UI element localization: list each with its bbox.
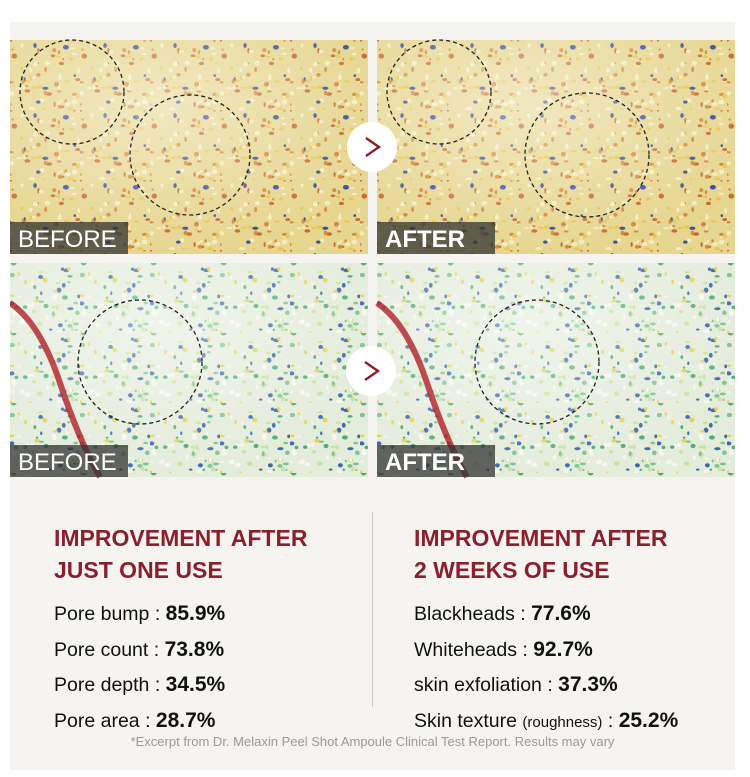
result-item: Pore depth : 34.5% bbox=[54, 667, 374, 703]
label-bg bbox=[377, 222, 495, 254]
result-label: Pore count bbox=[54, 638, 149, 661]
result-label: Pore bump bbox=[54, 603, 150, 625]
result-item: Skin texture (roughness) : 25.2% bbox=[414, 703, 734, 739]
panel-label: BEFORE bbox=[18, 226, 117, 253]
text-column: IMPROVEMENT AFTER 2 WEEKS OF USE Blackhead… bbox=[414, 522, 734, 738]
skin-image: AFTER bbox=[375, 263, 735, 479]
skin-image: BEFORE bbox=[10, 39, 368, 254]
result-label: Whiteheads bbox=[414, 638, 517, 661]
result-value: 25.2% bbox=[618, 708, 679, 732]
heading-line: IMPROVEMENT AFTER bbox=[414, 525, 668, 551]
result-note: (roughness) bbox=[522, 713, 603, 731]
label-bg bbox=[10, 222, 128, 254]
heading-line: 2 WEEKS OF USE bbox=[414, 557, 610, 583]
heading-line: IMPROVEMENT AFTER bbox=[54, 525, 308, 551]
result-label: Pore area bbox=[54, 709, 140, 732]
arrow-icon bbox=[346, 346, 396, 396]
result-label: skin exfoliation bbox=[414, 674, 542, 696]
panel-label: BEFORE bbox=[18, 449, 117, 476]
separator: : bbox=[145, 709, 151, 732]
separator: : bbox=[153, 638, 160, 661]
result-label: Skin texture bbox=[414, 709, 517, 732]
result-value: 28.7% bbox=[155, 708, 216, 732]
separator: : bbox=[547, 674, 553, 696]
result-value: 85.9% bbox=[165, 602, 226, 625]
separator: : bbox=[520, 603, 526, 625]
divider bbox=[372, 512, 373, 707]
panel-label: AFTER bbox=[385, 449, 465, 476]
result-value: 77.6% bbox=[531, 602, 591, 625]
heading-line: JUST ONE USE bbox=[54, 557, 223, 583]
result-item: Blackheads : 77.6% bbox=[414, 596, 734, 632]
separator: : bbox=[522, 638, 528, 661]
skin-image: AFTER bbox=[377, 39, 735, 254]
footnote: *Excerpt from Dr. Melaxin Peel Shot Ampo… bbox=[130, 734, 615, 749]
comparison-images: BEFORE AFTER BEFORE AFTER bbox=[10, 39, 735, 479]
result-label: Blackheads bbox=[414, 603, 515, 625]
label-bg bbox=[10, 445, 128, 477]
separator: : bbox=[154, 674, 161, 696]
skin-image: BEFORE bbox=[10, 263, 368, 479]
result-item: Whiteheads : 92.7% bbox=[414, 632, 734, 668]
arrow-icon bbox=[347, 122, 397, 172]
result-value: 73.8% bbox=[164, 637, 225, 661]
result-item: Pore count : 73.8% bbox=[54, 632, 374, 668]
separator: : bbox=[154, 603, 161, 625]
result-item: skin exfoliation : 37.3% bbox=[414, 667, 734, 703]
panel-label: AFTER bbox=[385, 226, 465, 253]
result-value: 34.5% bbox=[165, 673, 226, 696]
result-item: Pore area : 28.7% bbox=[54, 703, 374, 739]
result-value: 37.3% bbox=[558, 673, 618, 696]
result-item: Pore bump : 85.9% bbox=[54, 596, 374, 632]
heading: IMPROVEMENT AFTER JUST ONE USE bbox=[54, 522, 374, 586]
text-column: IMPROVEMENT AFTER JUST ONE USE Pore bump :… bbox=[54, 522, 374, 738]
result-label: Pore depth bbox=[54, 674, 150, 696]
card: BEFORE AFTER BEFORE AFTER *Excerpt from Dr.… bbox=[10, 22, 735, 770]
label-bg bbox=[377, 445, 495, 477]
result-value: 92.7% bbox=[533, 637, 593, 661]
heading: IMPROVEMENT AFTER 2 WEEKS OF USE bbox=[414, 522, 734, 586]
separator: : bbox=[607, 709, 614, 732]
